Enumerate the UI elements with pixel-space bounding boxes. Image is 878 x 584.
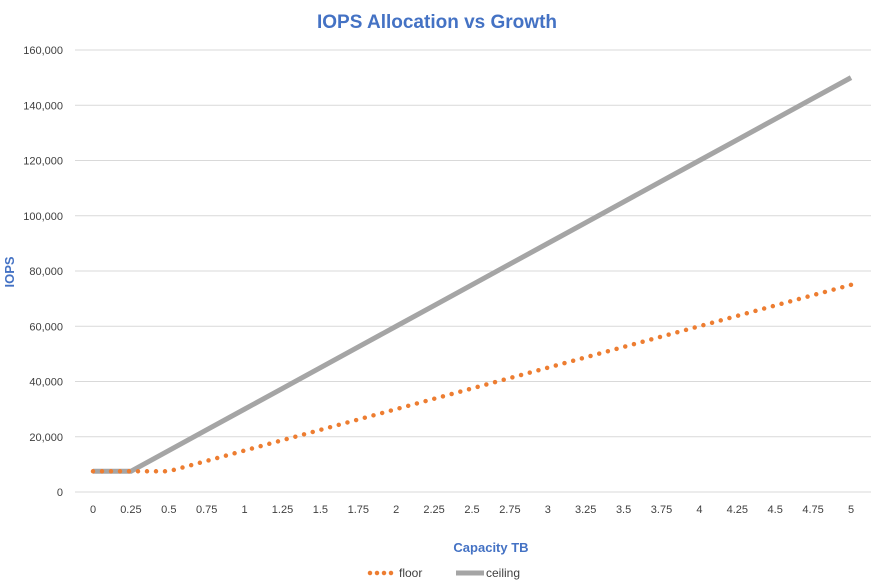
- series-line-ceiling: [93, 75, 853, 474]
- y-tick-label: 20,000: [29, 432, 63, 444]
- x-tick-label: 1.5: [313, 504, 328, 516]
- legend-item-floor: floor: [367, 566, 422, 580]
- x-tick-label: 4.75: [802, 504, 823, 516]
- x-tick-label: 0.25: [120, 504, 141, 516]
- y-tick-label: 60,000: [29, 321, 63, 333]
- x-tick-label: 3.5: [616, 504, 631, 516]
- y-tick-label: 120,000: [23, 156, 63, 168]
- x-tick-label: 4: [696, 504, 702, 516]
- x-tick-label: 0: [90, 504, 96, 516]
- legend-label-floor: floor: [399, 566, 422, 580]
- legend-label-ceiling: ceiling: [486, 566, 520, 580]
- series-layer: [90, 75, 854, 474]
- y-tick-label: 160,000: [23, 45, 63, 57]
- x-tick-label: 2.25: [423, 504, 444, 516]
- y-tick-label: 140,000: [23, 100, 63, 112]
- x-axis-label: Capacity TB: [453, 540, 528, 555]
- y-axis-ticks: 0 20,000 40,000 60,000 80,000 100,000 120,000 1…: [23, 45, 63, 499]
- x-axis-ticks: 0 0.25 0.5 0.75 1 1.25 1.5 1.75 2 2.25 2.5 2.75 3 3.2…: [90, 504, 854, 516]
- gridlines: [75, 49, 871, 493]
- x-tick-label: 0.5: [161, 504, 176, 516]
- x-tick-label: 5: [848, 504, 854, 516]
- x-tick-label: 2.75: [499, 504, 520, 516]
- x-tick-label: 1.25: [272, 504, 293, 516]
- chart-title: IOPS Allocation vs Growth: [317, 12, 557, 33]
- x-tick-label: 2: [393, 504, 399, 516]
- x-tick-label: 3.25: [575, 504, 596, 516]
- y-tick-label: 0: [57, 487, 63, 499]
- x-tick-label: 3.75: [651, 504, 672, 516]
- x-tick-label: 1.75: [348, 504, 369, 516]
- x-tick-label: 0.75: [196, 504, 217, 516]
- y-tick-label: 40,000: [29, 377, 63, 389]
- legend-item-ceiling: ceiling: [456, 566, 520, 580]
- y-tick-label: 80,000: [29, 266, 63, 278]
- x-tick-label: 1: [242, 504, 248, 516]
- y-axis-label: IOPS: [2, 256, 17, 287]
- y-tick-label: 100,000: [23, 211, 63, 223]
- x-tick-label: 3: [545, 504, 551, 516]
- x-tick-label: 4.25: [727, 504, 748, 516]
- legend: floor ceiling: [367, 566, 520, 580]
- x-tick-label: 4.5: [768, 504, 783, 516]
- x-tick-label: 2.5: [464, 504, 479, 516]
- series-line-floor: [90, 282, 854, 474]
